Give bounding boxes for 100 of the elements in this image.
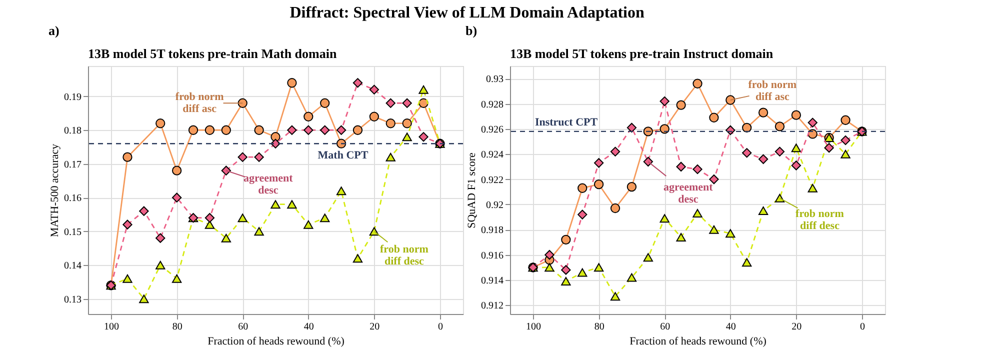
point [578,183,588,193]
y-tick-label: 0.93 [486,74,504,86]
point [643,156,653,167]
x-tick-label: 60 [238,322,248,332]
point [254,125,264,135]
chart-subtitle: 13B model 5T tokens pre-train Math domain [88,46,338,61]
point [594,180,604,190]
point [692,78,702,88]
point [692,209,702,218]
y-tick-label: 0.17 [64,159,82,170]
y-tick-label: 0.15 [64,226,82,238]
x-tick-label: 80 [172,322,182,332]
point [626,122,637,133]
point [122,220,132,230]
y-tick-label: 0.92 [486,200,504,211]
y-tick-label: 0.916 [481,250,504,262]
point [578,268,588,277]
point [204,213,215,223]
x-tick-label: 20 [370,322,380,332]
point [840,115,850,125]
point [742,122,752,133]
point [561,277,571,286]
point [402,132,412,142]
point [709,112,719,122]
point [254,227,264,236]
point [238,98,248,108]
point [320,125,330,135]
annotation: agreement desc [664,182,714,206]
point [610,146,620,156]
point [304,220,314,229]
x-tick-label: 100 [526,322,542,332]
x-axis-title: Fraction of heads rewound (%) [630,336,767,348]
point [369,84,380,94]
y-tick-label: 0.926 [481,124,504,136]
point [122,152,132,162]
point [320,98,330,108]
y-axis-title: SQuAD F1 score [466,152,478,228]
point [122,274,132,283]
point [610,203,620,214]
point [660,124,670,134]
point [578,210,588,220]
point [270,200,280,209]
y-tick-label: 0.918 [481,225,504,236]
text: Diffract: Spectral View of LLM Domain Adaptation [290,4,644,22]
point [336,138,346,148]
point [742,148,752,158]
point [287,78,297,88]
point [352,254,363,263]
point [610,292,620,301]
y-tick-label: 0.19 [64,92,82,103]
point [840,150,850,158]
point [840,135,850,146]
chart-subtitle: 13B model 5T tokens pre-train Instruct domain [510,46,774,61]
point [791,160,802,170]
point [188,125,198,135]
ref-line-label: Math CPT [318,150,369,162]
point [660,214,670,223]
x-tick-label: 40 [726,322,736,332]
point [336,125,346,135]
point [287,125,297,135]
point [156,233,166,243]
point [758,154,768,164]
x-tick-label: 0 [438,322,443,332]
chart-title: a) [48,23,60,38]
annotation: frob norm diff asc [175,91,224,116]
point [544,263,554,272]
point [791,110,802,120]
point [758,206,768,216]
y-tick-label: 0.928 [481,99,504,110]
x-tick-label: 40 [304,322,314,332]
chart-title: b) [466,23,478,38]
point [726,229,736,238]
point [254,152,264,162]
point [676,232,686,242]
point [791,144,802,152]
point [139,206,149,216]
point [369,112,380,122]
point [676,100,686,110]
point [336,186,346,196]
point [156,118,166,128]
point [221,234,231,242]
annotation: frob norm diff desc [380,243,428,268]
point [774,122,785,132]
x-axis-title: Fraction of heads rewound (%) [208,336,345,348]
x-tick-label: 60 [660,322,670,332]
point [402,98,412,108]
point [386,118,396,128]
x-tick-label: 80 [594,322,604,332]
point [676,162,686,172]
point [287,200,297,209]
point [643,126,653,136]
point [660,96,670,106]
x-tick-label: 20 [792,322,802,332]
point [221,125,231,135]
point [544,250,554,260]
point [626,273,637,282]
y-tick-label: 0.14 [64,260,82,272]
y-tick-label: 0.914 [481,276,504,287]
point [156,260,166,270]
point [418,132,428,142]
